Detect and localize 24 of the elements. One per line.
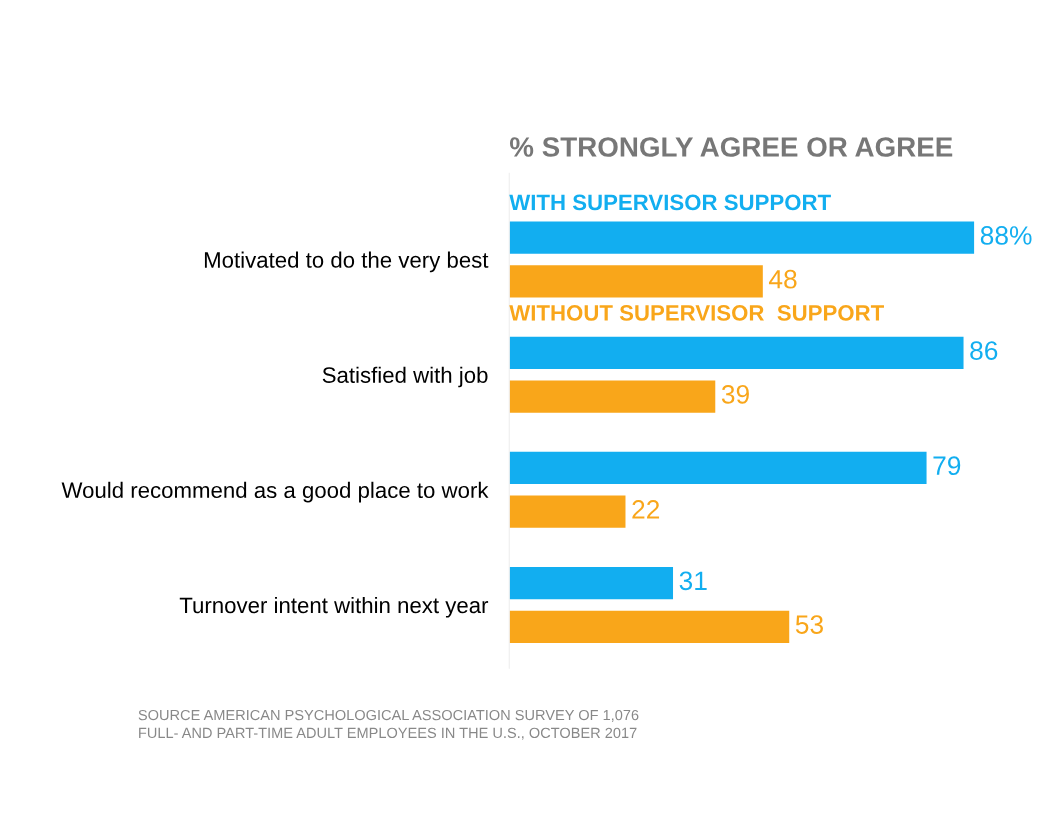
data-label: 48: [768, 269, 797, 289]
bar: [509, 610, 790, 643]
data-label: 22: [632, 500, 660, 519]
bar: [509, 336, 964, 369]
y-tick-label: Turnover intent within next year: [179, 596, 489, 618]
bar: [509, 221, 975, 254]
data-label: 86: [970, 341, 998, 360]
chart-title: % STRONGLY AGREE OR AGREE: [509, 137, 953, 157]
bar: [509, 265, 763, 298]
data-label: 53: [795, 615, 823, 634]
bar: [509, 451, 927, 485]
y-tick-label: Motivated to do the very best: [204, 251, 489, 273]
data-label: 31: [679, 571, 707, 591]
y-tick-label: Would recommend as a good place to work: [61, 481, 489, 503]
data-label: 88%: [980, 226, 1032, 245]
data-label: 79: [933, 456, 961, 476]
bar: [509, 380, 716, 413]
data-label: 39: [721, 384, 749, 404]
bar: [509, 566, 674, 600]
series-label: WITHOUT SUPERVISOR SUPPORT: [509, 305, 884, 321]
source-note: SOURCE AMERICAN PSYCHOLOGICAL ASSOCIATION SURVEY OF 1,076 FULL- AND PART-TIME ADULT EMPLOYEES IN THE U.S., OCTOBER 2017: [138, 709, 639, 740]
bar: [509, 495, 626, 528]
series-label: WITH SUPERVISOR SUPPORT: [509, 194, 831, 211]
y-tick-label: Satisfied with job: [322, 366, 488, 388]
